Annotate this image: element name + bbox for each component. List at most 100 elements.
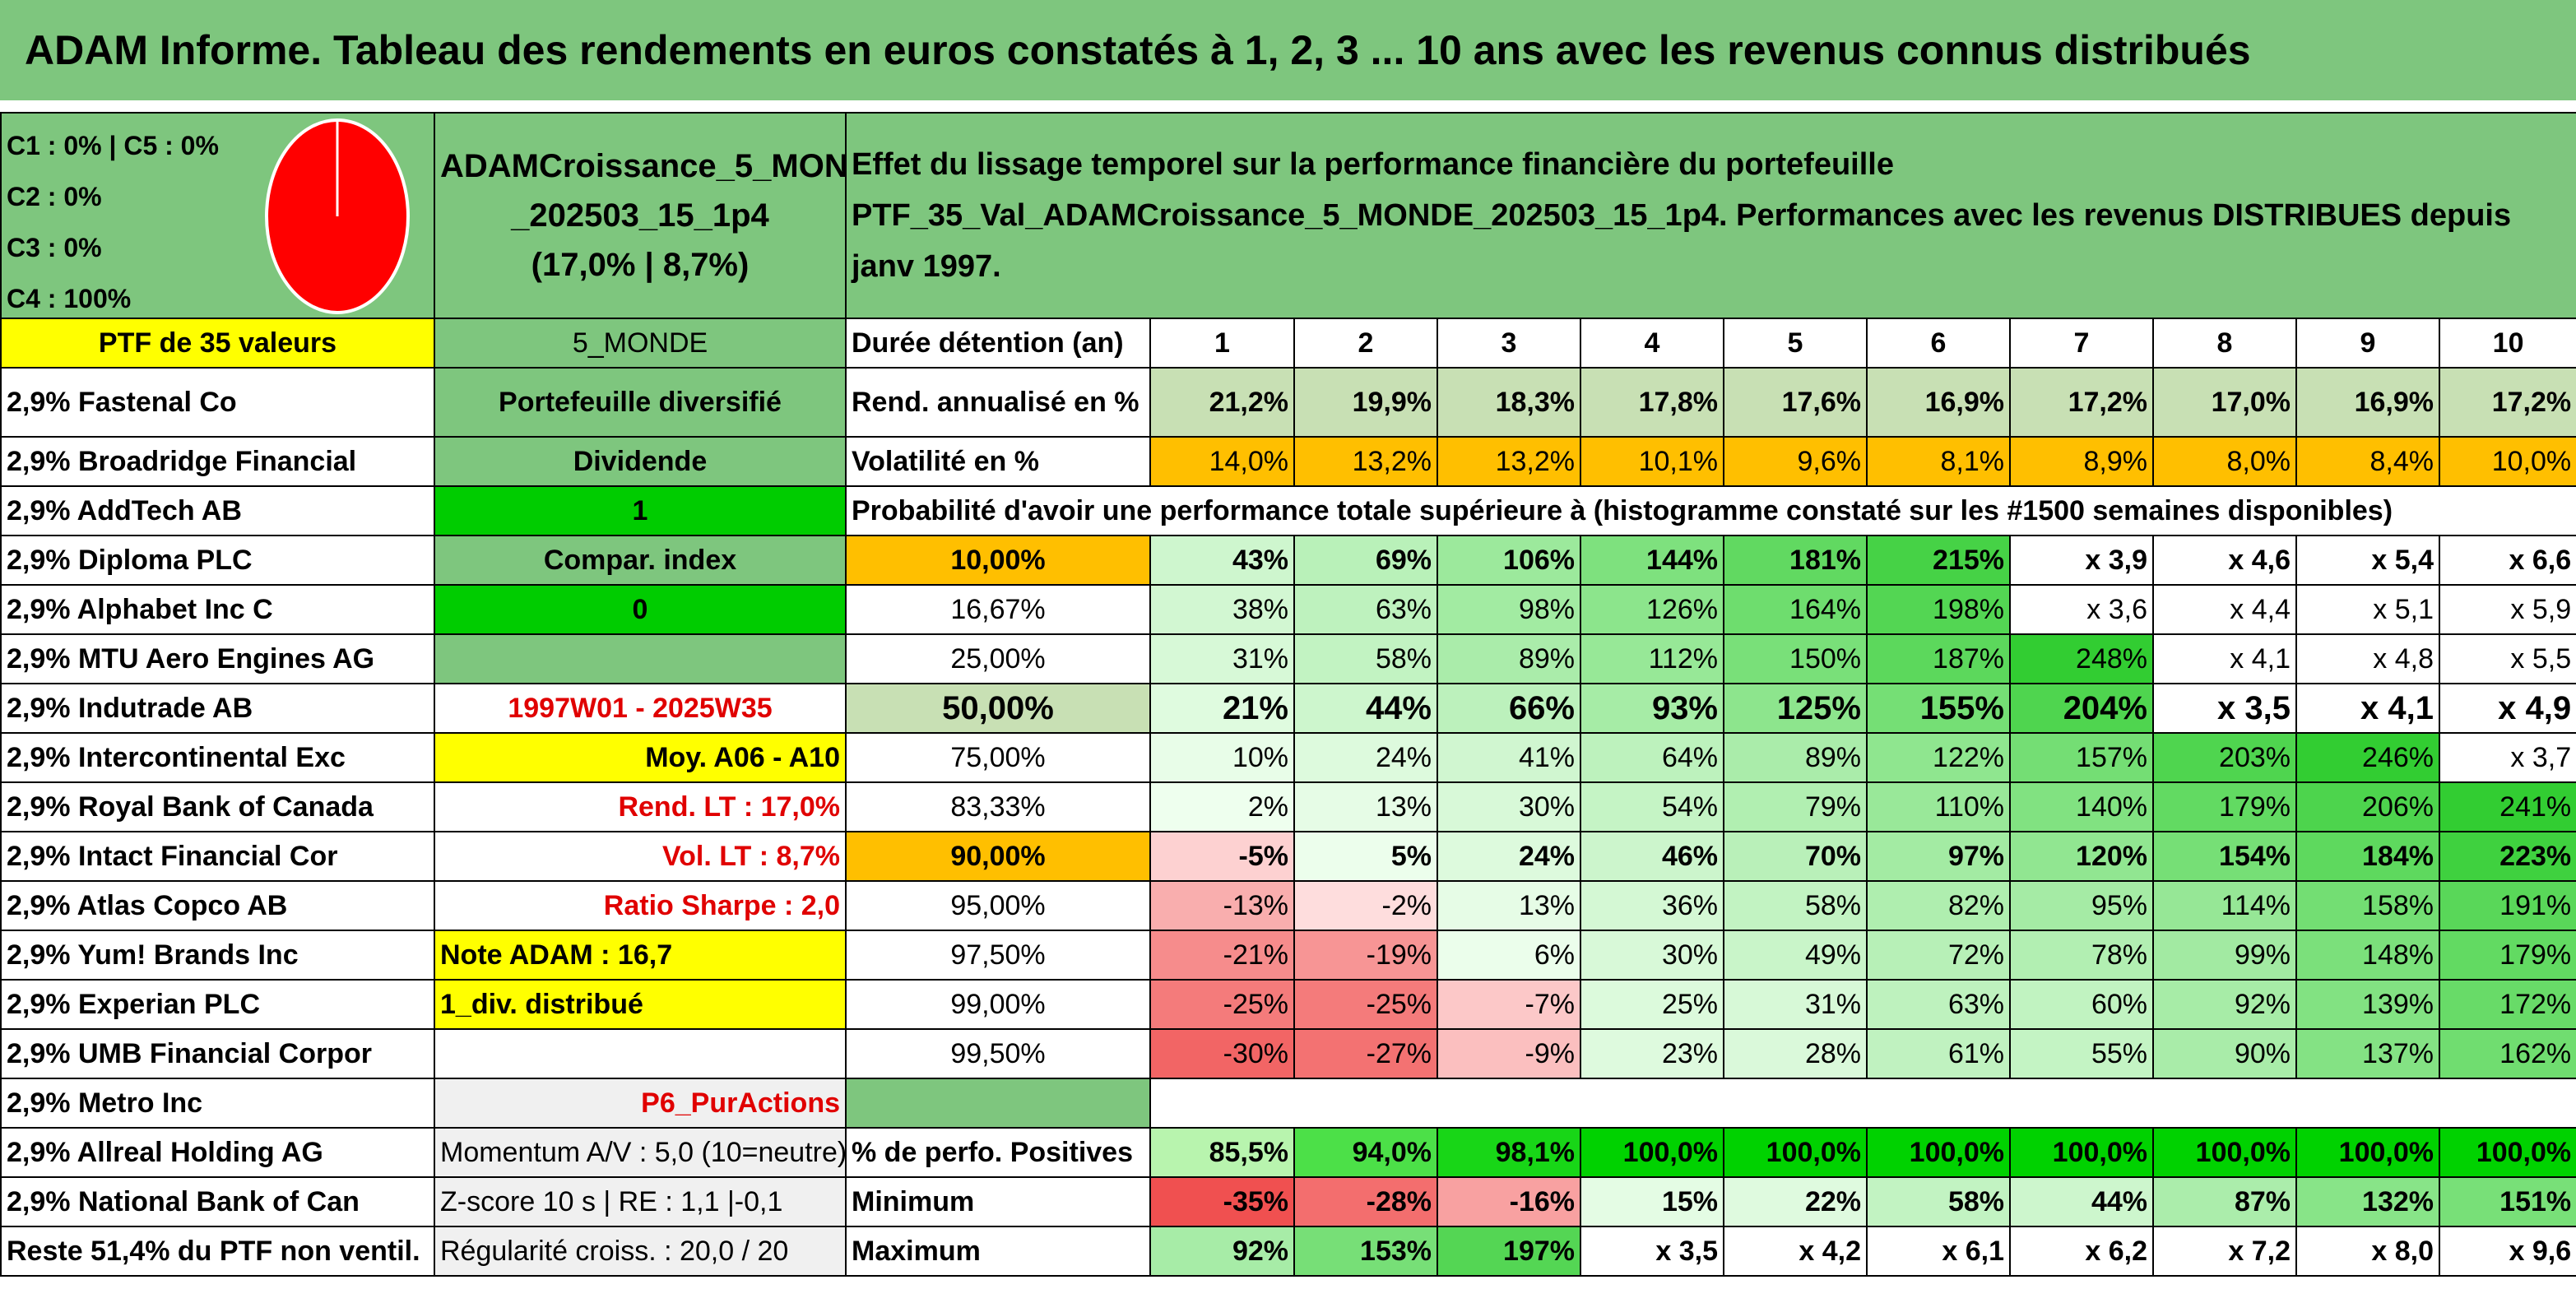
probability-value: 144% [1580, 535, 1724, 586]
probability-value: -25% [1293, 979, 1438, 1030]
probability-value: 44% [1293, 683, 1438, 734]
minimum-value: 151% [2438, 1176, 2576, 1227]
allocation-pie-cell: C1 : 0% | C5 : 0% C2 : 0% C3 : 0% C4 : 100% [0, 112, 435, 319]
table-row: 2,9% Alphabet Inc C 0 16,67% 38% 63% 98% 126% 1… [0, 584, 2576, 635]
holding-name: 2,9% Allreal Holding AG [0, 1127, 435, 1178]
probability-value: 110% [1866, 781, 2011, 832]
table-row: 2,9% Metro Inc P6_PurActions [0, 1078, 2576, 1129]
probability-value: 241% [2438, 781, 2576, 832]
probability-value: 184% [2295, 831, 2440, 882]
probability-value: 99% [2152, 930, 2297, 981]
probability-value: 70% [1723, 831, 1868, 882]
minimum-value: -16% [1437, 1176, 1581, 1227]
table-row: PTF de 35 valeurs 5_MONDE Durée détention … [0, 318, 2576, 369]
probability-value: 154% [2152, 831, 2297, 882]
table-row: Reste 51,4% du PTF non ventil. Régularité… [0, 1226, 2576, 1277]
probability-value: 155% [1866, 683, 2011, 734]
portfolio-description-line: PTF_35_Val_ADAMCroissance_5_MONDE_202503… [852, 198, 2512, 284]
rend-value: 17,2% [2438, 367, 2576, 438]
positive-value: 100,0% [1866, 1127, 2011, 1178]
table-row: 2,9% Broadridge Financial Dividende Volati… [0, 436, 2576, 487]
maximum-value: 197% [1437, 1226, 1581, 1277]
probability-value: x 5,4 [2295, 535, 2440, 586]
metric-label: Minimum [845, 1176, 1151, 1227]
probability-value: 63% [1866, 979, 2011, 1030]
probability-value: 36% [1580, 880, 1724, 931]
allocation-pie-chart [265, 118, 410, 314]
period-header: 8 [2152, 318, 2297, 369]
probability-value: 24% [1437, 831, 1581, 882]
vol-value: 10,0% [2438, 436, 2576, 487]
info-cell: Vol. LT : 8,7% [434, 831, 847, 882]
table-row: 2,9% Royal Bank of Canada Rend. LT : 17,0… [0, 781, 2576, 832]
probability-value: 98% [1437, 584, 1581, 635]
probability-value: 93% [1580, 683, 1724, 734]
probability-value: 114% [2152, 880, 2297, 931]
probability-value: 223% [2438, 831, 2576, 882]
positive-value: 94,0% [1293, 1127, 1438, 1178]
info-cell: Portefeuille diversifié [434, 367, 847, 438]
probability-value: 30% [1580, 930, 1724, 981]
probability-level: 95,00% [845, 880, 1151, 931]
probability-value: 92% [2152, 979, 2297, 1030]
table-row: C1 : 0% | C5 : 0% C2 : 0% C3 : 0% C4 : 100%… [0, 112, 2576, 319]
probability-value: 181% [1723, 535, 1868, 586]
probability-value: 106% [1437, 535, 1581, 586]
probability-value: 24% [1293, 732, 1438, 783]
probability-value: 38% [1149, 584, 1295, 635]
holding-name: 2,9% AddTech AB [0, 485, 435, 536]
probability-level: 50,00% [845, 683, 1151, 734]
probability-value: 215% [1866, 535, 2011, 586]
table-row: 2,9% MTU Aero Engines AG 25,00% 31% 58% 89% 1… [0, 633, 2576, 684]
rend-value: 21,2% [1149, 367, 1295, 438]
positive-value: 100,0% [2438, 1127, 2576, 1178]
probability-level: 16,67% [845, 584, 1151, 635]
probability-value: -25% [1149, 979, 1295, 1030]
probability-value: 79% [1723, 781, 1868, 832]
probability-value: 187% [1866, 633, 2011, 684]
rend-value: 16,9% [2295, 367, 2440, 438]
portfolio-description-line: Effet du lissage temporel sur la perform… [852, 147, 1894, 182]
maximum-value: 92% [1149, 1226, 1295, 1277]
probability-value: 203% [2152, 732, 2297, 783]
probability-value: -9% [1437, 1028, 1581, 1079]
probability-value: 78% [2009, 930, 2154, 981]
probability-level: 75,00% [845, 732, 1151, 783]
info-cell [434, 1028, 847, 1079]
holding-name: 2,9% Experian PLC [0, 979, 435, 1030]
rend-value: 17,8% [1580, 367, 1724, 438]
probability-value: 2% [1149, 781, 1295, 832]
info-cell: Régularité croiss. : 20,0 / 20 [434, 1226, 847, 1277]
allocation-legend: C1 : 0% | C5 : 0% C2 : 0% C3 : 0% C4 : 100% [7, 120, 219, 317]
positive-value: 98,1% [1437, 1127, 1581, 1178]
portfolio-name-line: _202503_15_1p4 [511, 197, 769, 234]
table-row: 2,9% Indutrade AB 1997W01 - 2025W35 50,00%… [0, 683, 2576, 734]
info-cell: 5_MONDE [434, 318, 847, 369]
metric-label: Durée détention (an) [845, 318, 1151, 369]
portfolio-name-cell: ADAMCroissance_5_MONDE _202503_15_1p4 (17,… [434, 112, 847, 319]
probability-value: -21% [1149, 930, 1295, 981]
period-header: 1 [1149, 318, 1295, 369]
probability-value: 157% [2009, 732, 2154, 783]
holding-name: 2,9% National Bank of Can [0, 1176, 435, 1227]
probability-value: 139% [2295, 979, 2440, 1030]
maximum-value: x 9,6 [2438, 1226, 2576, 1277]
positive-value: 100,0% [1723, 1127, 1868, 1178]
holding-name: 2,9% Alphabet Inc C [0, 584, 435, 635]
table-row: 2,9% AddTech AB 1 Probabilité d'avoir une … [0, 485, 2576, 536]
probability-level: 83,33% [845, 781, 1151, 832]
probability-value: 112% [1580, 633, 1724, 684]
probability-value: -13% [1149, 880, 1295, 931]
period-header: 10 [2438, 318, 2576, 369]
info-cell: 1997W01 - 2025W35 [434, 683, 847, 734]
probability-value: 164% [1723, 584, 1868, 635]
maximum-value: x 3,5 [1580, 1226, 1724, 1277]
vol-value: 14,0% [1149, 436, 1295, 487]
probability-value: 46% [1580, 831, 1724, 882]
probability-value: x 5,9 [2438, 584, 2576, 635]
portfolio-name-line: ADAMCroissance_5_MONDE [440, 148, 846, 184]
minimum-value: 22% [1723, 1176, 1868, 1227]
info-cell: 1_div. distribué [434, 979, 847, 1030]
probability-value: 148% [2295, 930, 2440, 981]
probability-value: 89% [1437, 633, 1581, 684]
